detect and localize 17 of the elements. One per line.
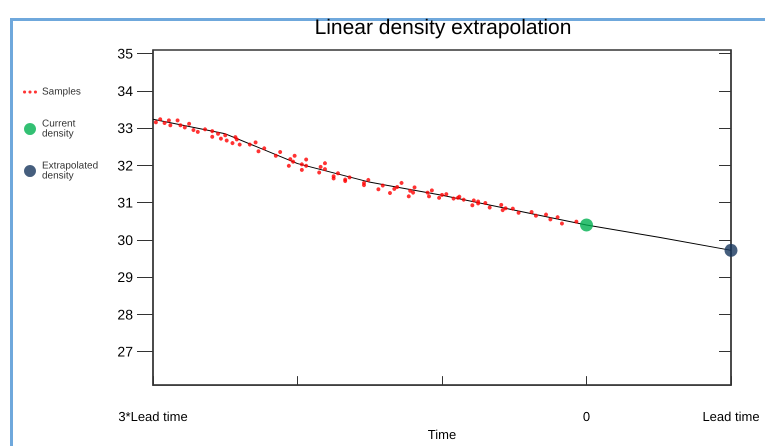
y-tick-label: 30 [117, 232, 134, 248]
x-axis-title: Time [428, 427, 456, 442]
y-tick-label: 34 [117, 82, 134, 99]
y-tick-label: 31 [117, 194, 134, 211]
legend-label: Samples [42, 86, 81, 98]
x-tick-label: Lead time [702, 409, 760, 424]
y-tick-label: 33 [117, 120, 134, 136]
y-tick-label: 27 [117, 344, 134, 360]
y-tick-label: 28 [117, 306, 134, 322]
x-tick-label: 0 [582, 409, 590, 424]
y-tick-label: 29 [117, 269, 134, 286]
y-tick-label: 32 [117, 157, 134, 174]
chart-title: Linear density extrapolation [314, 16, 572, 39]
y-tick-label: 35 [117, 46, 134, 62]
x-tick-label: 3*Lead time [118, 409, 188, 424]
legend-label: Current density [42, 118, 78, 140]
legend-label: Extrapolated density [42, 160, 101, 182]
